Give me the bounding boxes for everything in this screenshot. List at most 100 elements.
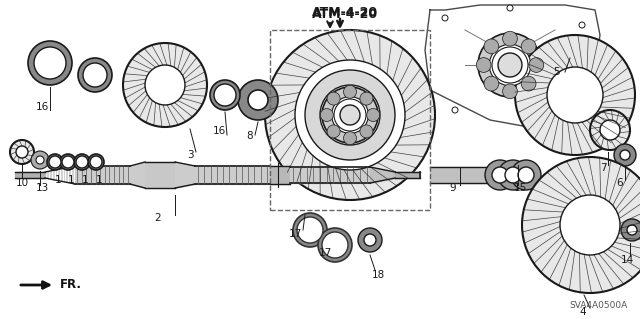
Circle shape bbox=[83, 63, 107, 87]
Circle shape bbox=[334, 99, 366, 131]
Circle shape bbox=[515, 35, 635, 155]
Text: 5: 5 bbox=[554, 67, 560, 77]
Text: 15: 15 bbox=[513, 183, 527, 193]
Text: ATM-4-20: ATM-4-20 bbox=[312, 5, 378, 19]
Circle shape bbox=[476, 58, 491, 72]
Circle shape bbox=[360, 92, 373, 105]
Circle shape bbox=[498, 53, 522, 77]
Text: 18: 18 bbox=[371, 270, 385, 280]
Text: 1: 1 bbox=[82, 175, 88, 185]
Circle shape bbox=[620, 150, 630, 160]
Circle shape bbox=[60, 154, 76, 170]
Circle shape bbox=[49, 156, 61, 168]
Circle shape bbox=[320, 85, 380, 145]
Circle shape bbox=[505, 167, 521, 183]
Circle shape bbox=[74, 154, 90, 170]
Circle shape bbox=[518, 167, 534, 183]
Circle shape bbox=[344, 85, 356, 98]
Circle shape bbox=[265, 30, 435, 200]
Circle shape bbox=[358, 228, 382, 252]
Circle shape bbox=[344, 132, 356, 145]
Circle shape bbox=[332, 97, 369, 133]
Text: 16: 16 bbox=[35, 102, 49, 112]
Text: 1: 1 bbox=[96, 175, 102, 185]
Circle shape bbox=[507, 5, 513, 11]
Circle shape bbox=[62, 156, 74, 168]
Text: 14: 14 bbox=[620, 255, 634, 265]
Circle shape bbox=[502, 84, 517, 99]
Text: 9: 9 bbox=[450, 183, 456, 193]
Circle shape bbox=[320, 108, 333, 122]
Circle shape bbox=[28, 41, 72, 85]
Circle shape bbox=[511, 160, 541, 190]
Text: SVA4A0500A: SVA4A0500A bbox=[570, 300, 628, 309]
Circle shape bbox=[572, 77, 578, 83]
Circle shape bbox=[36, 156, 44, 164]
Circle shape bbox=[295, 60, 405, 170]
Circle shape bbox=[442, 15, 448, 21]
Text: 3: 3 bbox=[187, 150, 193, 160]
Circle shape bbox=[322, 87, 378, 143]
Circle shape bbox=[590, 110, 630, 150]
Bar bbox=[270, 30, 430, 210]
Circle shape bbox=[621, 219, 640, 241]
Circle shape bbox=[88, 154, 104, 170]
Circle shape bbox=[293, 213, 327, 247]
Circle shape bbox=[485, 160, 515, 190]
Text: 13: 13 bbox=[35, 183, 49, 193]
Circle shape bbox=[238, 80, 278, 120]
Circle shape bbox=[210, 80, 240, 110]
Circle shape bbox=[490, 44, 531, 86]
Circle shape bbox=[521, 39, 536, 54]
Circle shape bbox=[16, 146, 28, 158]
Text: FR.: FR. bbox=[60, 278, 82, 292]
Circle shape bbox=[327, 92, 340, 105]
Text: 17: 17 bbox=[318, 248, 332, 258]
Circle shape bbox=[492, 167, 508, 183]
Circle shape bbox=[522, 157, 640, 293]
Circle shape bbox=[364, 234, 376, 246]
Text: 1: 1 bbox=[54, 175, 61, 185]
Text: 7: 7 bbox=[600, 163, 606, 173]
Circle shape bbox=[297, 217, 323, 243]
Circle shape bbox=[492, 47, 528, 83]
Circle shape bbox=[327, 125, 340, 138]
Circle shape bbox=[600, 120, 620, 140]
Circle shape bbox=[318, 228, 352, 262]
Circle shape bbox=[90, 156, 102, 168]
Circle shape bbox=[214, 84, 236, 106]
Circle shape bbox=[31, 151, 49, 169]
Circle shape bbox=[614, 144, 636, 166]
Circle shape bbox=[145, 65, 185, 105]
Circle shape bbox=[360, 125, 373, 138]
Text: 17: 17 bbox=[289, 229, 301, 239]
Circle shape bbox=[322, 232, 348, 258]
Circle shape bbox=[484, 76, 499, 91]
Circle shape bbox=[10, 140, 34, 164]
Circle shape bbox=[502, 31, 517, 46]
Circle shape bbox=[123, 43, 207, 127]
Text: 4: 4 bbox=[580, 307, 586, 317]
Circle shape bbox=[478, 33, 542, 97]
Circle shape bbox=[78, 58, 112, 92]
Circle shape bbox=[579, 22, 585, 28]
Circle shape bbox=[452, 107, 458, 113]
Circle shape bbox=[527, 115, 533, 121]
Circle shape bbox=[627, 225, 637, 235]
Text: 8: 8 bbox=[246, 131, 253, 141]
Circle shape bbox=[521, 76, 536, 91]
Text: 1: 1 bbox=[68, 175, 74, 185]
Circle shape bbox=[76, 156, 88, 168]
Circle shape bbox=[498, 160, 528, 190]
Circle shape bbox=[529, 58, 544, 72]
Circle shape bbox=[340, 105, 360, 125]
Circle shape bbox=[367, 108, 380, 122]
Circle shape bbox=[305, 70, 395, 160]
Circle shape bbox=[47, 154, 63, 170]
Circle shape bbox=[484, 39, 499, 54]
Text: 6: 6 bbox=[617, 178, 623, 188]
Text: 16: 16 bbox=[212, 126, 226, 136]
Circle shape bbox=[34, 47, 66, 79]
Circle shape bbox=[248, 90, 268, 110]
Text: 10: 10 bbox=[15, 178, 29, 188]
